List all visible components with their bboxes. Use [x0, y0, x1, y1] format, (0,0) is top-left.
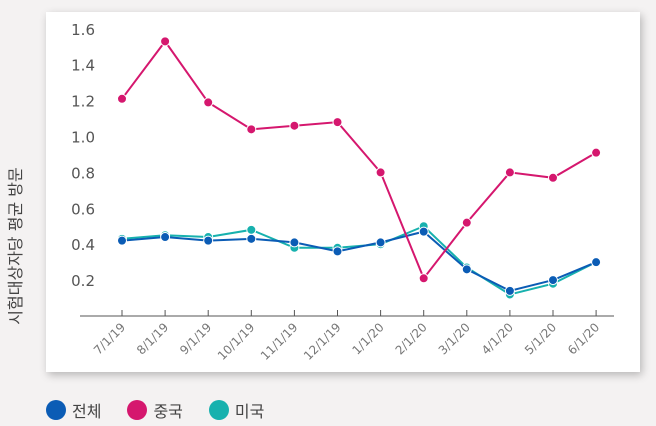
x-tick-label: 10/1/19: [215, 320, 258, 363]
series-line: [121, 39, 597, 281]
legend-swatch: [208, 400, 229, 420]
legend-label: 미국: [234, 402, 265, 421]
x-tick-label: 1/1/20: [350, 320, 387, 357]
data-point: [246, 233, 257, 244]
series-중국: [117, 36, 602, 284]
x-tick-label: 7/1/19: [91, 320, 128, 357]
legend: 전체 중국 미국: [46, 398, 264, 422]
y-tick-label: 0.2: [71, 272, 95, 290]
chart-card: [46, 12, 640, 372]
y-tick-label: 0.6: [71, 200, 95, 218]
legend-swatch: [127, 400, 148, 420]
data-point: [418, 226, 429, 237]
x-tick-label: 2/1/20: [393, 320, 430, 357]
data-point: [504, 167, 515, 178]
y-tick-label: 1.2: [71, 93, 95, 111]
data-point: [591, 257, 602, 268]
data-point: [461, 264, 472, 275]
data-point: [548, 275, 558, 286]
data-point: [246, 124, 257, 135]
series-line: [121, 225, 597, 296]
data-point: [117, 235, 127, 246]
legend-item: 미국: [208, 398, 265, 422]
data-point: [375, 167, 386, 178]
series-전체: [117, 226, 602, 296]
x-tick-label: 5/1/20: [522, 320, 559, 357]
x-tick-label: 3/1/20: [436, 320, 473, 357]
data-point: [289, 237, 300, 248]
legend-label: 중국: [153, 402, 183, 421]
data-point: [203, 235, 214, 246]
data-point: [289, 120, 300, 131]
data-point: [375, 237, 386, 248]
y-tick-label: 0.8: [71, 164, 95, 182]
y-tick-label: 1.0: [71, 129, 95, 147]
legend-swatch: [46, 400, 66, 420]
data-point: [504, 285, 515, 296]
data-point: [548, 172, 558, 183]
y-tick-label: 1.4: [71, 57, 95, 75]
data-point: [160, 36, 171, 47]
data-point: [332, 246, 343, 257]
data-point: [461, 217, 472, 228]
x-tick-label: 9/1/19: [177, 320, 214, 357]
data-point: [418, 273, 429, 284]
x-tick-label: 8/1/19: [134, 320, 171, 357]
x-tick-label: 12/1/19: [301, 320, 344, 363]
x-tick-label: 6/1/20: [565, 320, 602, 357]
x-tick-label: 11/1/19: [258, 320, 301, 363]
series-line: [121, 230, 597, 292]
data-point: [246, 224, 257, 235]
data-point: [117, 93, 127, 104]
x-tick-label: 4/1/20: [479, 320, 516, 357]
legend-label: 전체: [72, 402, 102, 421]
series-미국: [117, 221, 602, 300]
data-point: [203, 97, 214, 108]
data-point: [160, 232, 171, 243]
y-tick-label: 0.4: [71, 236, 95, 254]
legend-item: 전체: [46, 398, 101, 422]
data-point: [591, 147, 602, 158]
legend-item: 중국: [127, 398, 183, 422]
y-tick-label: 1.6: [71, 21, 95, 39]
data-point: [332, 117, 343, 128]
